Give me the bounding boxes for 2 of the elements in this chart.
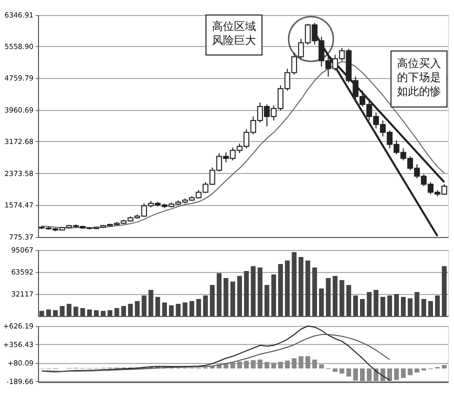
annotation: 高位买入的下场是如此的惨 [397,57,441,98]
annotation: 高位区域风险巨大 [212,20,256,47]
